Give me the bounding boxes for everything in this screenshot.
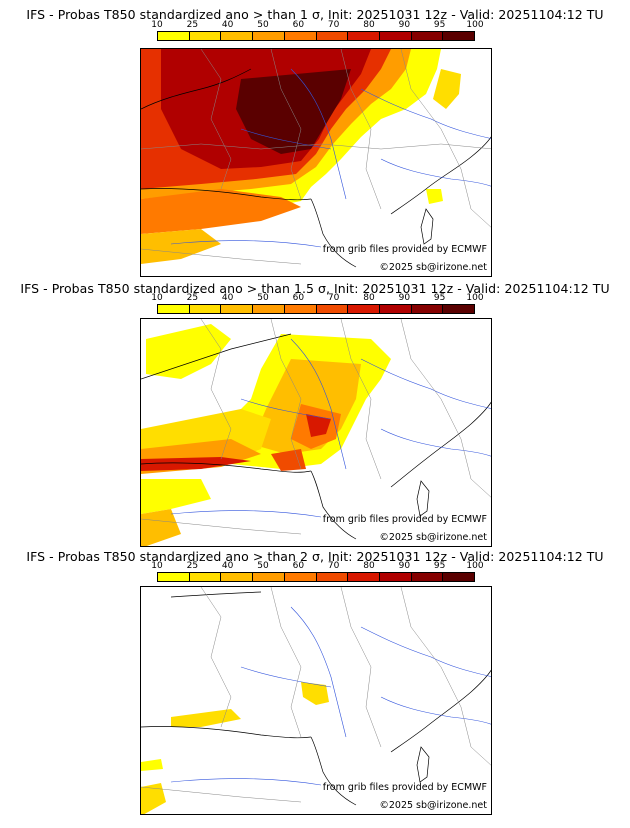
colorbar-tick-label: 90 [398,20,411,30]
rivers [170,68,491,248]
colorbar-tick-label: 95 [433,20,446,30]
colorbar-segment [316,32,349,40]
colorbar-tick-label: 60 [292,561,305,571]
colorbar-segment [189,573,222,581]
colorbar-tick-label: 70 [327,20,340,30]
probability-map: from grib files provided by ECMWF ©2025 … [140,586,492,815]
colorbar-tick-label: 70 [327,293,340,303]
borders [141,49,491,265]
colorbar-segment [411,32,444,40]
coastlines [141,591,491,806]
copyright: ©2025 sb@irizone.net [379,532,487,543]
colorbar-tick-label: 95 [433,561,446,571]
colorbar-tick-label: 40 [221,20,234,30]
colorbar-segment [158,32,190,40]
panel-2: IFS - Probas T850 standardized ano > tha… [0,278,630,548]
probability-map: from grib files provided by ECMWF ©2025 … [140,318,492,547]
map-canvas [141,49,491,268]
colorbar-tick-label: 25 [186,20,199,30]
colorbar-segment [284,32,317,40]
colorbar-segment [348,32,380,40]
colorbar-tick-label: 100 [466,20,484,30]
borders [141,319,491,535]
colorbar-segment [284,573,317,581]
colorbar-tick-label: 60 [292,293,305,303]
colorbar-segment [379,32,412,40]
colorbar-tick-label: 10 [151,293,163,303]
colorbar-segment [158,305,190,313]
colorbar-segment [253,573,285,581]
borders [141,587,491,803]
colorbar-segment [221,32,254,40]
colorbar-segment [379,573,412,581]
colorbar-segment [348,305,380,313]
source-credit: from grib files provided by ECMWF [322,782,487,793]
colorbar-tick-label: 70 [327,561,340,571]
probability-field [141,324,391,546]
panel-title: IFS - Probas T850 standardized ano > tha… [20,281,610,296]
colorbar-ticks: 10 25 40 50 60 70 80 90 95 100 [151,20,483,31]
colorbar-tick-label: 90 [398,561,411,571]
copyright: ©2025 sb@irizone.net [379,800,487,811]
colorbar-segment [316,573,349,581]
colorbar-tick-label: 50 [257,20,269,30]
colorbar-segment [253,32,285,40]
colorbar-segment [411,573,444,581]
colorbar-segment [158,573,190,581]
colorbar-segment [189,32,222,40]
rivers [170,338,491,518]
colorbar-tick-label: 95 [433,293,446,303]
colorbar-tick-label: 50 [257,561,269,571]
copyright: ©2025 sb@irizone.net [379,262,487,273]
colorbar-tick-label: 100 [466,293,484,303]
map-canvas [141,319,491,546]
colorbar-ticks: 10 25 40 50 60 70 80 90 95 100 [151,293,483,304]
colorbar-tick-label: 10 [151,561,163,571]
colorbar-segment [443,305,475,313]
colorbar [157,31,475,41]
source-credit: from grib files provided by ECMWF [322,514,487,525]
colorbar-segment [411,305,444,313]
colorbar-segment [443,32,475,40]
colorbar-tick-label: 10 [151,20,163,30]
colorbar-segment [379,305,412,313]
colorbar-tick-label: 40 [221,561,234,571]
panel-title: IFS - Probas T850 standardized ano > tha… [26,549,604,564]
colorbar-tick-label: 100 [466,561,484,571]
panel-3: IFS - Probas T850 standardized ano > tha… [0,546,630,826]
colorbar-tick-label: 80 [363,293,375,303]
probability-field [141,682,329,814]
colorbar-segment [284,305,317,313]
colorbar-segment [221,573,254,581]
colorbar-tick-label: 80 [363,561,375,571]
rivers [170,606,491,786]
colorbar [157,304,475,314]
coastlines [141,68,491,268]
panel-1: IFS - Probas T850 standardized ano > tha… [0,0,630,280]
colorbar [157,572,475,582]
colorbar-segment [221,305,254,313]
colorbar-segment [189,305,222,313]
colorbar-tick-label: 80 [363,20,375,30]
colorbar-tick-label: 25 [186,561,199,571]
colorbar-segment [253,305,285,313]
source-credit: from grib files provided by ECMWF [322,244,487,255]
probability-map: from grib files provided by ECMWF ©2025 … [140,48,492,277]
colorbar-tick-label: 40 [221,293,234,303]
panel-title: IFS - Probas T850 standardized ano > tha… [26,7,604,22]
map-canvas [141,587,491,814]
colorbar-segment [348,573,380,581]
coastlines [141,333,491,540]
colorbar-tick-label: 60 [292,20,305,30]
colorbar-tick-label: 90 [398,293,411,303]
colorbar-ticks: 10 25 40 50 60 70 80 90 95 100 [151,561,483,572]
colorbar-tick-label: 25 [186,293,199,303]
colorbar-tick-label: 50 [257,293,269,303]
colorbar-segment [443,573,475,581]
probability-field [141,49,461,264]
colorbar-segment [316,305,349,313]
